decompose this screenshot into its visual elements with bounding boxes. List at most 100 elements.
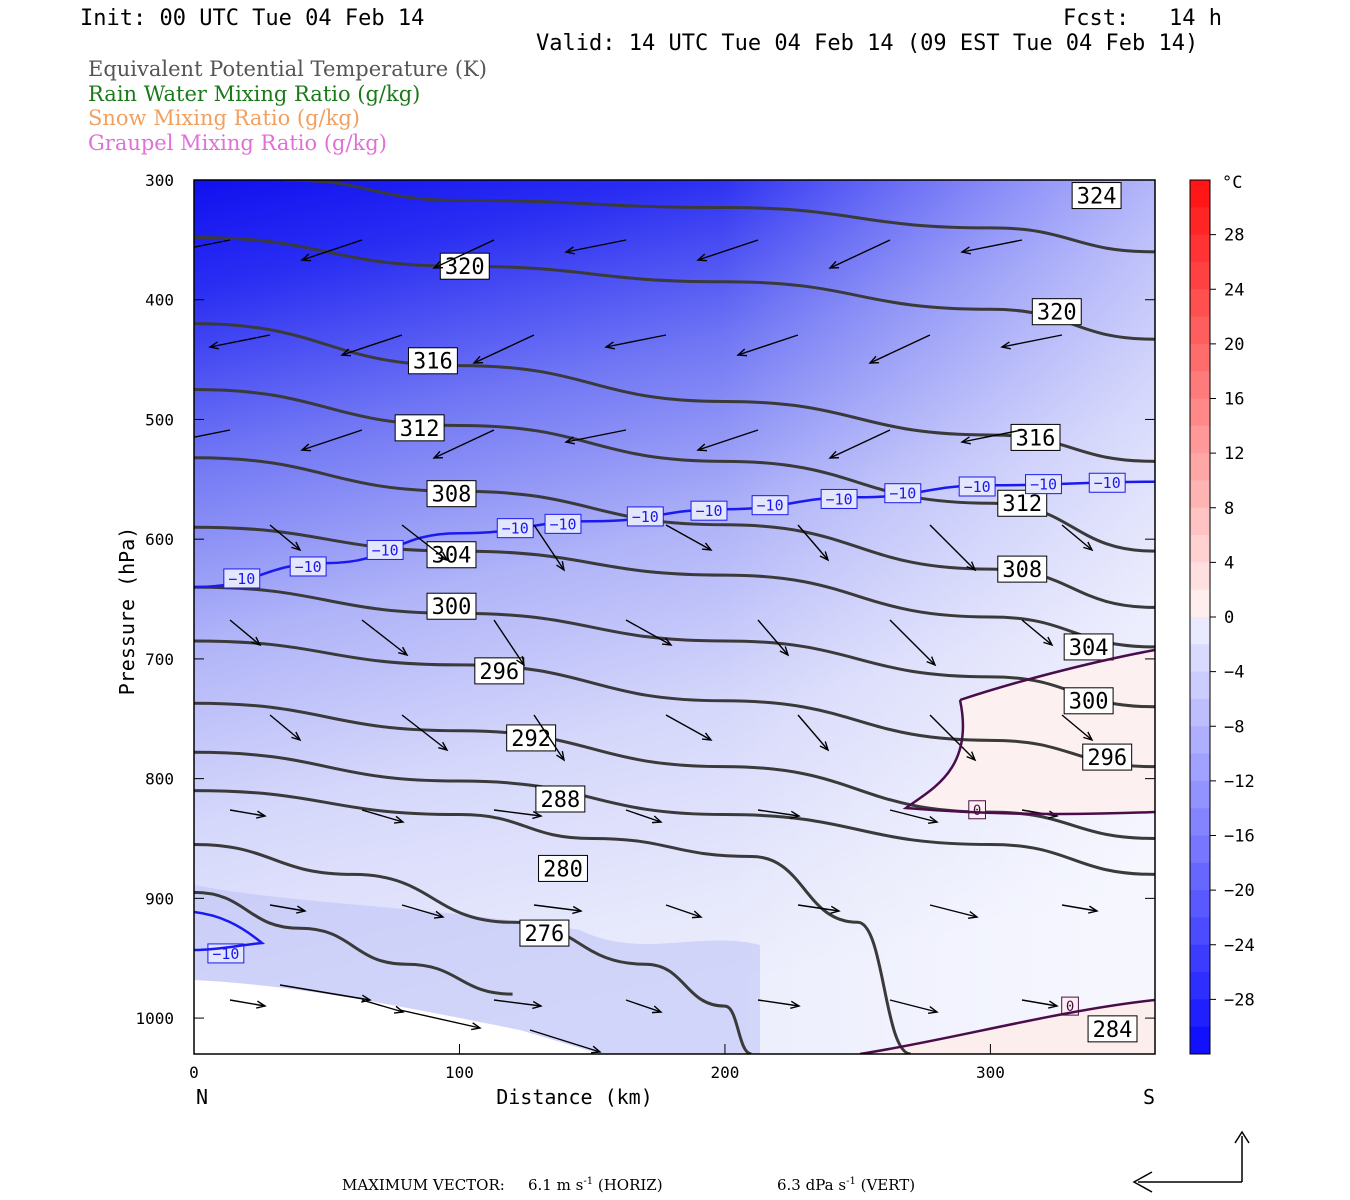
wind-vector [960, 429, 1023, 445]
wind-vector [432, 429, 495, 459]
wind-vector [625, 809, 663, 824]
wind-vector-head [1083, 541, 1094, 552]
wind-vector-head [564, 246, 575, 255]
wind-vector [194, 429, 231, 438]
wind-vector-shaft [493, 809, 542, 817]
x-axis-label: Distance (km) [496, 1085, 653, 1109]
zero-isotherm-upper [959, 648, 1155, 702]
colorbar-tick-label: 24 [1224, 280, 1244, 300]
theta-e-label-right-312-box [997, 489, 1048, 517]
y-tick-label: 600 [145, 530, 174, 549]
wind-vector-shaft [401, 904, 444, 918]
isotherm-minus10-label-6-box [690, 500, 728, 521]
wind-vector [529, 1029, 602, 1054]
wind-vector-shaft [757, 999, 800, 1007]
wind-vector-shaft [433, 239, 495, 269]
wind-vector [828, 429, 891, 459]
wind-vector-head [927, 815, 939, 825]
wind-vector-head [398, 646, 409, 657]
colorbar-segment [1190, 617, 1210, 645]
legend-snow: Snow Mixing Ratio (g/kg) [88, 106, 360, 130]
colorbar-tick-label: 4 [1224, 553, 1234, 573]
wind-vector-head [438, 551, 449, 562]
wind-vector-shaft [757, 619, 789, 656]
theta-e-label-320: 320 [445, 255, 485, 280]
theta-e-label-right-308: 308 [1002, 558, 1042, 583]
wind-vector-head [438, 741, 449, 752]
wind-vector-head [1048, 1000, 1059, 1009]
wind-vector [493, 999, 543, 1010]
isotherm-minus10-label-3: −10 [502, 520, 529, 538]
wind-vector-shaft [625, 999, 662, 1013]
isotherm-zero-label: 0 [973, 803, 981, 819]
colorbar-tick-label: 0 [1224, 608, 1234, 628]
colorbar-segment [1190, 343, 1210, 372]
wind-vector-shaft [209, 334, 271, 348]
colorbar-segment [1190, 507, 1210, 536]
wind-vector [797, 904, 841, 914]
theta-e-contour-324 [284, 180, 1155, 254]
theta-e-label-316: 316 [413, 350, 453, 375]
wind-vector [533, 714, 565, 762]
wind-vector-head [532, 1000, 543, 1010]
legend-graupel: Graupel Mixing Ratio (g/kg) [88, 131, 387, 155]
wind-vector-shaft [269, 524, 301, 551]
isotherm-minus10-label-4: −10 [549, 515, 576, 533]
wind-vector-shaft [401, 714, 448, 751]
wind-vector [361, 619, 409, 657]
wind-vector-head [361, 994, 372, 1003]
colorbar-segment [1190, 289, 1210, 318]
wind-vector [229, 809, 267, 819]
isotherm-minus10-label-6: −10 [695, 502, 722, 520]
wind-vector-shaft [493, 999, 542, 1007]
wind-vector-shaft [433, 429, 495, 459]
wind-vector-head [1083, 731, 1094, 742]
wind-vector-shaft [301, 429, 363, 451]
wind-vector-head [433, 910, 445, 919]
colorbar-segment [1190, 835, 1210, 864]
wind-vector [757, 999, 801, 1009]
wind-vector-head [291, 541, 302, 552]
isotherm-minus10-label-5: −10 [632, 508, 659, 526]
wind-vector [300, 239, 363, 262]
wind-vector-head [556, 561, 565, 572]
wind-vector-shaft [301, 239, 363, 261]
wind-vector-shaft [869, 334, 931, 364]
isotherm-minus10-label-4-box [544, 513, 582, 534]
wind-vector-head [691, 910, 703, 919]
isotherm-zero-label-surface-box [1061, 996, 1079, 1016]
colorbar-segment [1190, 944, 1210, 973]
colorbar-tick-label: 12 [1224, 444, 1244, 464]
wind-vector-head [966, 561, 977, 572]
wind-vector-head [819, 551, 830, 562]
wind-vector-head [701, 542, 713, 551]
theta-e-contour-304 [194, 525, 1155, 649]
wind-vector-head [291, 731, 302, 742]
theta-e-label-324: 324 [1077, 184, 1117, 209]
wind-vector-shaft [1061, 524, 1093, 551]
wind-vector-head [251, 636, 262, 647]
wind-vector [757, 619, 790, 657]
theta-e-label-284: 284 [1093, 1018, 1133, 1043]
wind-vector-shaft [665, 904, 702, 918]
wind-vector-shaft [269, 714, 301, 741]
wind-vector-head [300, 443, 312, 452]
wind-vector-head [208, 341, 219, 350]
wind-vector-head [1000, 341, 1011, 350]
wind-vector-head [736, 348, 748, 357]
wind-vector [889, 809, 939, 825]
colorbar-tick-label: 28 [1224, 226, 1244, 246]
theta-e-label-right-300: 300 [1069, 690, 1109, 715]
isotherm-zero-label-box [968, 800, 986, 820]
theta-e-label-right-316: 316 [1016, 426, 1056, 451]
wind-vector-shaft [929, 714, 976, 761]
wind-vector-head [170, 247, 179, 254]
colorbar-unit: °C [1222, 173, 1242, 193]
colorbar-segment [1190, 180, 1210, 208]
wind-vector [269, 524, 302, 552]
theta-e-contour-284 [194, 890, 513, 996]
valid-time: Valid: 14 UTC Tue 04 Feb 14 (09 EST Tue … [536, 31, 1199, 56]
wind-vector-shaft [929, 904, 978, 918]
wind-vector-shaft [229, 619, 261, 646]
theta-e-label-296-box [474, 657, 525, 685]
